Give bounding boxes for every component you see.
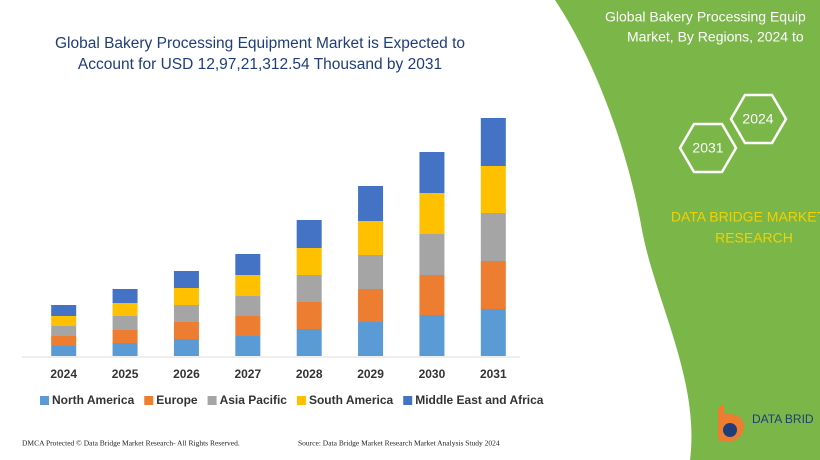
bar-segment bbox=[173, 271, 199, 288]
hexagon bbox=[678, 122, 738, 174]
bar-segment bbox=[112, 289, 138, 303]
panel-title: Global Bakery Processing Equip bbox=[605, 9, 806, 25]
brand: DATA BRIDGE MARKET bbox=[671, 209, 820, 225]
bar-segment bbox=[419, 193, 445, 234]
hex-label: 2024 bbox=[742, 111, 773, 127]
legend-swatch bbox=[403, 396, 413, 405]
legend-label: Asia Pacific bbox=[220, 393, 288, 407]
bar-segment bbox=[358, 221, 384, 255]
bar-segment bbox=[51, 336, 77, 346]
bar-segment bbox=[419, 315, 445, 356]
bar-segment bbox=[112, 330, 138, 343]
x-tick-label: 2027 bbox=[234, 367, 261, 381]
legend-label: Middle East and Africa bbox=[415, 393, 544, 407]
logo-icon bbox=[723, 423, 737, 437]
bar-segment bbox=[51, 316, 77, 326]
bar-segment bbox=[480, 261, 506, 309]
bar-segment bbox=[296, 302, 322, 329]
bar-segment bbox=[296, 248, 322, 275]
x-tick-label: 2029 bbox=[357, 367, 384, 381]
legend-label: Europe bbox=[156, 393, 198, 407]
bar-segment bbox=[235, 275, 261, 296]
bar-segment bbox=[51, 326, 77, 336]
bar-segment bbox=[480, 166, 506, 213]
bar-segment bbox=[419, 234, 445, 275]
bar-segment bbox=[235, 336, 261, 356]
legend-swatch bbox=[296, 396, 306, 405]
chart-title: Global Bakery Processing Equipment Marke… bbox=[54, 35, 466, 73]
x-tick-label: 2028 bbox=[296, 367, 323, 381]
bar-segment bbox=[173, 288, 199, 305]
bar-segment bbox=[358, 255, 384, 289]
bar-segment bbox=[173, 305, 199, 322]
x-tick-label: 2031 bbox=[480, 367, 507, 381]
bar-segment bbox=[296, 220, 322, 248]
legend-label: South America bbox=[309, 393, 394, 407]
bar-segment bbox=[112, 316, 138, 330]
hexagon bbox=[729, 93, 788, 145]
panel-title: Market, By Regions, 2024 to bbox=[627, 29, 804, 45]
legend-swatch bbox=[144, 396, 154, 405]
bar-segment bbox=[51, 346, 77, 356]
bar-segment bbox=[358, 289, 384, 322]
bar-segment bbox=[419, 275, 445, 315]
bar-segment bbox=[480, 213, 506, 261]
bar-segment bbox=[480, 118, 506, 166]
brand: RESEARCH bbox=[715, 230, 793, 246]
bar-segment bbox=[112, 303, 138, 316]
bar-segment bbox=[358, 322, 384, 356]
bar-segment bbox=[296, 275, 322, 302]
footer-right: Source: Data Bridge Market Research Mark… bbox=[298, 439, 500, 448]
x-tick-label: 2030 bbox=[419, 367, 446, 381]
bar-segment bbox=[51, 305, 77, 316]
x-tick-label: 2025 bbox=[112, 367, 139, 381]
bar-segment bbox=[235, 296, 261, 316]
footer-left: DMCA Protected © Data Bridge Market Rese… bbox=[22, 439, 240, 448]
bar-segment bbox=[112, 343, 138, 356]
bar-segment bbox=[235, 254, 261, 275]
green-panel bbox=[555, 0, 820, 460]
x-tick-label: 2026 bbox=[173, 367, 200, 381]
bar-segment bbox=[296, 329, 322, 356]
bar-segment bbox=[173, 339, 199, 356]
bar-segment bbox=[358, 186, 384, 221]
legend-swatch bbox=[207, 396, 217, 405]
legend-swatch bbox=[40, 396, 49, 405]
bar-segment bbox=[419, 152, 445, 193]
x-tick-label: 2024 bbox=[50, 367, 77, 381]
bar-segment bbox=[480, 309, 506, 356]
legend-label: North America bbox=[52, 393, 135, 407]
bar-segment bbox=[235, 316, 261, 336]
bar-segment bbox=[173, 322, 199, 339]
hex-label: 2031 bbox=[692, 140, 723, 156]
logo-text: DATA BRID bbox=[752, 412, 814, 426]
